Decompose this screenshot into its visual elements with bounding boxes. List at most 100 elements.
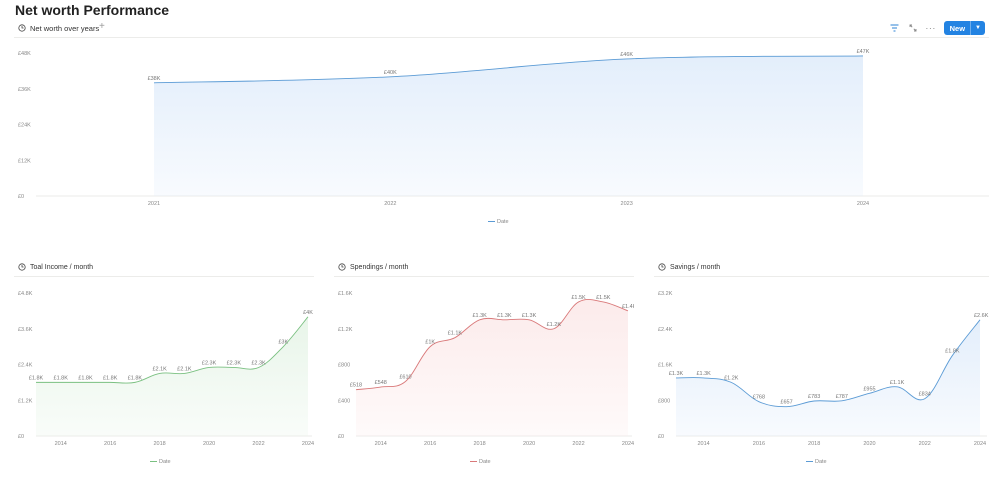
data-label: £1.8K	[128, 375, 143, 381]
clock-icon	[338, 263, 346, 271]
x-tick-label: 2014	[698, 441, 710, 447]
y-tick-label: £0	[18, 194, 24, 200]
data-label: £657	[780, 400, 792, 406]
chart-title-text: Savings / month	[670, 263, 721, 271]
spendings-chart: Spendings / month £0 £400 £800 £1.2K £1.6K 20…	[334, 261, 634, 471]
series-line	[35, 316, 309, 384]
y-tick-label: £800	[338, 363, 350, 369]
y-tick-label: £0	[338, 434, 344, 440]
x-tick-label: 2018	[808, 441, 820, 447]
data-label: £1K	[425, 340, 435, 346]
net-worth-chart: £0 £12K £24K £36K £48K 2021 2022 2023 2024 £38K £4…	[14, 40, 989, 230]
clock-icon	[658, 263, 666, 271]
data-label: £548	[375, 380, 387, 386]
legend: Date	[806, 459, 827, 465]
savings-chart: Savings / month £0 £800 £1.6K £2.4K £3.2K 201…	[654, 261, 989, 471]
x-tick-label: 2014	[375, 441, 387, 447]
x-tick-label: 2020	[523, 441, 535, 447]
x-tick-label: 2022	[384, 201, 396, 207]
legend: Date	[150, 459, 171, 465]
data-label: £3K	[278, 340, 288, 346]
data-label: £787	[836, 394, 848, 400]
legend-label: Date	[497, 219, 509, 225]
data-label: £1.8K	[29, 375, 44, 381]
series-line	[153, 55, 864, 84]
y-tick-label: £3.2K	[658, 291, 673, 297]
data-label: £2.1K	[152, 366, 167, 372]
data-label: £768	[753, 395, 765, 401]
data-label: £2.3K	[227, 360, 242, 366]
x-tick-label: 2016	[104, 441, 116, 447]
data-label: £1.5K	[596, 295, 611, 301]
data-label: £1.1K	[448, 331, 463, 337]
add-view-button[interactable]: +	[99, 21, 105, 32]
tab-net-worth-over-years[interactable]: Net worth over years	[18, 20, 99, 36]
y-tick-label: £1.2K	[18, 398, 33, 404]
data-label: £2.6K	[974, 313, 989, 319]
data-label: £40K	[384, 70, 397, 76]
data-label: £518	[350, 383, 362, 389]
y-tick-label: £400	[338, 398, 350, 404]
new-button-label: New	[949, 23, 966, 33]
x-tick-label: 2018	[154, 441, 166, 447]
y-tick-label: £12K	[18, 158, 31, 164]
data-label: £955	[863, 386, 875, 392]
filter-icon[interactable]	[890, 23, 900, 33]
chevron-down-icon[interactable]: ▼	[970, 21, 985, 35]
data-label: £2.1K	[177, 366, 192, 372]
x-tick-label: 2022	[252, 441, 264, 447]
series-area	[36, 316, 308, 436]
x-tick-label: 2014	[55, 441, 67, 447]
x-tick-label: 2016	[753, 441, 765, 447]
income-chart-svg: £0 £1.2K £2.4K £3.6K £4.8K 2014 2016 2018 2020 20…	[18, 291, 314, 465]
chart-title-text: Spendings / month	[350, 263, 409, 271]
x-tick-label: 2021	[148, 201, 160, 207]
legend: Date	[488, 219, 509, 225]
series-area	[676, 319, 980, 436]
y-tick-label: £1.6K	[658, 363, 673, 369]
y-tick-label: £4.8K	[18, 291, 33, 297]
clock-icon	[18, 263, 26, 271]
x-tick-label: 2024	[622, 441, 634, 447]
data-label: £610	[399, 374, 411, 380]
data-label: £1.1K	[890, 380, 905, 386]
net-worth-chart-svg: £0 £12K £24K £36K £48K 2021 2022 2023 2024 £38K £4…	[18, 49, 989, 225]
x-tick-label: 2020	[863, 441, 875, 447]
legend-label: Date	[815, 459, 827, 465]
header-divider	[14, 37, 989, 38]
series-area	[356, 299, 628, 436]
data-label: £2.3K	[251, 360, 266, 366]
data-label: £1.2K	[547, 322, 562, 328]
y-tick-label: £3.6K	[18, 327, 33, 333]
y-tick-label: £2.4K	[658, 327, 673, 333]
data-label: £1.3K	[696, 371, 711, 377]
new-button[interactable]: New ▼	[943, 21, 985, 35]
y-tick-label: £24K	[18, 123, 31, 129]
data-label: £1.8K	[103, 375, 118, 381]
toolbar: ··· New ▼	[890, 20, 985, 36]
page-title: Net worth Performance	[15, 2, 170, 18]
view-header: Net worth over years + ··· New ▼	[14, 19, 989, 37]
savings-chart-title: Savings / month	[658, 261, 720, 273]
y-tick-label: £1.2K	[338, 327, 353, 333]
data-label: £1.3K	[522, 313, 537, 319]
x-tick-label: 2024	[974, 441, 986, 447]
spendings-title-divider	[334, 276, 634, 277]
y-tick-label: £48K	[18, 51, 31, 57]
x-tick-label: 2020	[203, 441, 215, 447]
clock-icon	[18, 24, 26, 32]
x-tick-label: 2024	[302, 441, 314, 447]
data-label: £38K	[148, 76, 161, 82]
data-label: £1.8K	[78, 375, 93, 381]
data-label: £2.3K	[202, 360, 217, 366]
more-icon[interactable]: ···	[925, 23, 936, 33]
data-label: £1.2K	[724, 375, 739, 381]
income-title-divider	[14, 276, 314, 277]
x-tick-label: 2022	[572, 441, 584, 447]
expand-icon[interactable]	[908, 23, 918, 33]
spendings-chart-svg: £0 £400 £800 £1.2K £1.6K 2014 2016 2018 2020 2022…	[338, 291, 634, 465]
data-label: £4K	[303, 310, 313, 316]
legend: Date	[470, 459, 491, 465]
series-line	[675, 319, 981, 408]
data-label: £1.8K	[54, 375, 69, 381]
